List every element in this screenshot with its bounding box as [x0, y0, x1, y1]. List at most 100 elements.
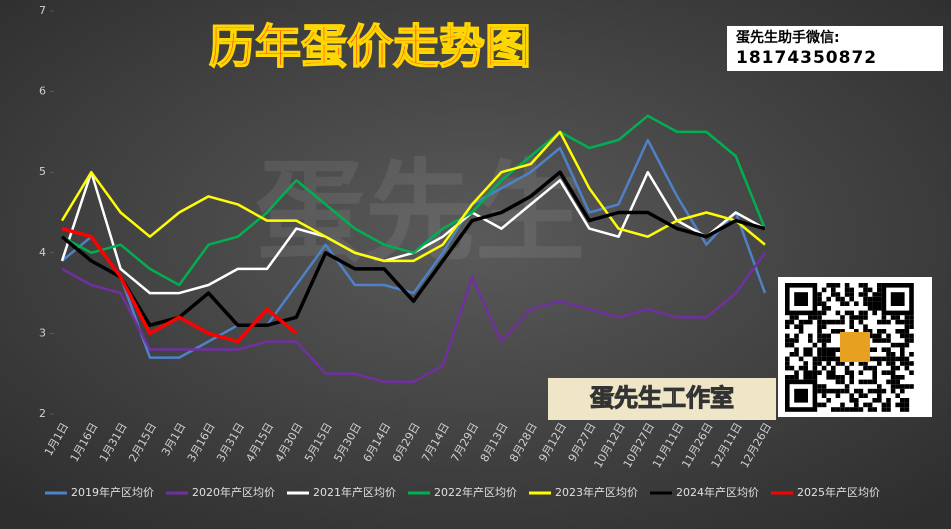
- qr-cell: [821, 402, 827, 408]
- qr-cell: [890, 342, 896, 348]
- qr-cell: [826, 398, 831, 403]
- qr-cell: [808, 352, 813, 357]
- qr-cell: [817, 388, 822, 394]
- qr-cell: [817, 352, 822, 357]
- wechat-label: 蛋先生助手微信:: [736, 29, 840, 46]
- qr-cell: [826, 306, 831, 311]
- legend-label: 2020年产区均价: [192, 485, 275, 499]
- qr-cell: [840, 296, 845, 302]
- qr-cell: [794, 347, 799, 352]
- qr-cell: [881, 402, 887, 408]
- qr-cell: [890, 352, 896, 357]
- qr-cell: [803, 375, 808, 380]
- qr-cell: [840, 407, 845, 412]
- qr-cell: [835, 292, 841, 297]
- qr-cell: [812, 375, 818, 380]
- qr-cell: [844, 287, 850, 293]
- series-line: [61, 252, 767, 384]
- wechat-number: 18174350872: [736, 48, 877, 68]
- y-tick-label: 3: [39, 326, 46, 339]
- qr-cell: [840, 329, 845, 334]
- qr-cell: [881, 356, 887, 362]
- qr-cell: [867, 333, 873, 339]
- qr-cell: [821, 356, 827, 362]
- qr-cell: [867, 356, 873, 362]
- qr-cell: [895, 356, 900, 362]
- qr-cell: [821, 338, 827, 343]
- qr-cell: [877, 292, 882, 297]
- qr-cell: [835, 407, 841, 412]
- qr-cell: [877, 398, 882, 403]
- wechat-box: [727, 26, 943, 71]
- qr-cell: [808, 319, 813, 325]
- qr-cell: [835, 296, 841, 302]
- qr-cell: [900, 319, 905, 325]
- qr-cell: [909, 384, 914, 389]
- qr-cell: [831, 356, 836, 362]
- qr-cell: [872, 398, 877, 403]
- qr-cell: [789, 315, 795, 320]
- qr-cell: [826, 333, 831, 339]
- qr-cell: [872, 306, 877, 311]
- qr-cell: [886, 352, 891, 357]
- qr-cell: [789, 352, 795, 357]
- qr-cell: [854, 398, 859, 403]
- qr-cell: [835, 388, 841, 394]
- qr-cell: [881, 407, 887, 412]
- qr-cell: [886, 338, 891, 343]
- qr-cell: [904, 384, 910, 389]
- qr-cell: [835, 310, 841, 316]
- qr-cell: [826, 361, 831, 366]
- qr-cell: [895, 342, 900, 348]
- qr-cell: [849, 361, 854, 366]
- qr-cell: [877, 361, 882, 366]
- qr-cell: [844, 384, 850, 389]
- qr-cell: [900, 388, 905, 394]
- qr-cell: [858, 315, 864, 320]
- qr-cell: [821, 310, 827, 316]
- qr-cell: [835, 361, 841, 366]
- qr-cell: [844, 388, 850, 394]
- qr-cell: [900, 398, 905, 403]
- qr-cell: [849, 407, 854, 412]
- qr-cell: [849, 296, 854, 302]
- qr-cell: [863, 310, 868, 316]
- qr-cell: [812, 365, 818, 371]
- qr-cell: [858, 388, 864, 394]
- qr-cell: [909, 361, 914, 366]
- qr-cell: [877, 283, 882, 288]
- qr-cell: [904, 342, 910, 348]
- qr-cell: [794, 338, 799, 343]
- qr-cell: [904, 398, 910, 403]
- qr-cell: [821, 306, 827, 311]
- qr-cell: [863, 402, 868, 408]
- qr-cell: [867, 379, 873, 385]
- qr-cell: [812, 342, 818, 348]
- qr-cell: [835, 379, 841, 385]
- qr-cell: [844, 365, 850, 371]
- qr-cell: [831, 283, 836, 288]
- qr-cell: [826, 338, 831, 343]
- qr-cell: [867, 402, 873, 408]
- qr-cell: [895, 379, 900, 385]
- y-tick-label: 2: [39, 407, 46, 420]
- qr-cell: [877, 356, 882, 362]
- qr-cell: [904, 315, 910, 320]
- qr-cell: [803, 370, 808, 375]
- qr-cell: [826, 375, 831, 380]
- qr-cell: [826, 347, 831, 352]
- qr-cell: [858, 292, 864, 297]
- qr-cell: [858, 370, 864, 375]
- studio-box: [548, 378, 776, 420]
- qr-cell: [863, 287, 868, 293]
- qr-cell: [890, 356, 896, 362]
- qr-cell: [808, 347, 813, 352]
- legend-label: 2024年产区均价: [676, 485, 759, 499]
- qr-cell: [877, 393, 882, 398]
- qr-cell: [808, 370, 813, 375]
- qr-cell: [881, 315, 887, 320]
- qr-cell: [826, 296, 831, 302]
- qr-cell: [794, 324, 799, 329]
